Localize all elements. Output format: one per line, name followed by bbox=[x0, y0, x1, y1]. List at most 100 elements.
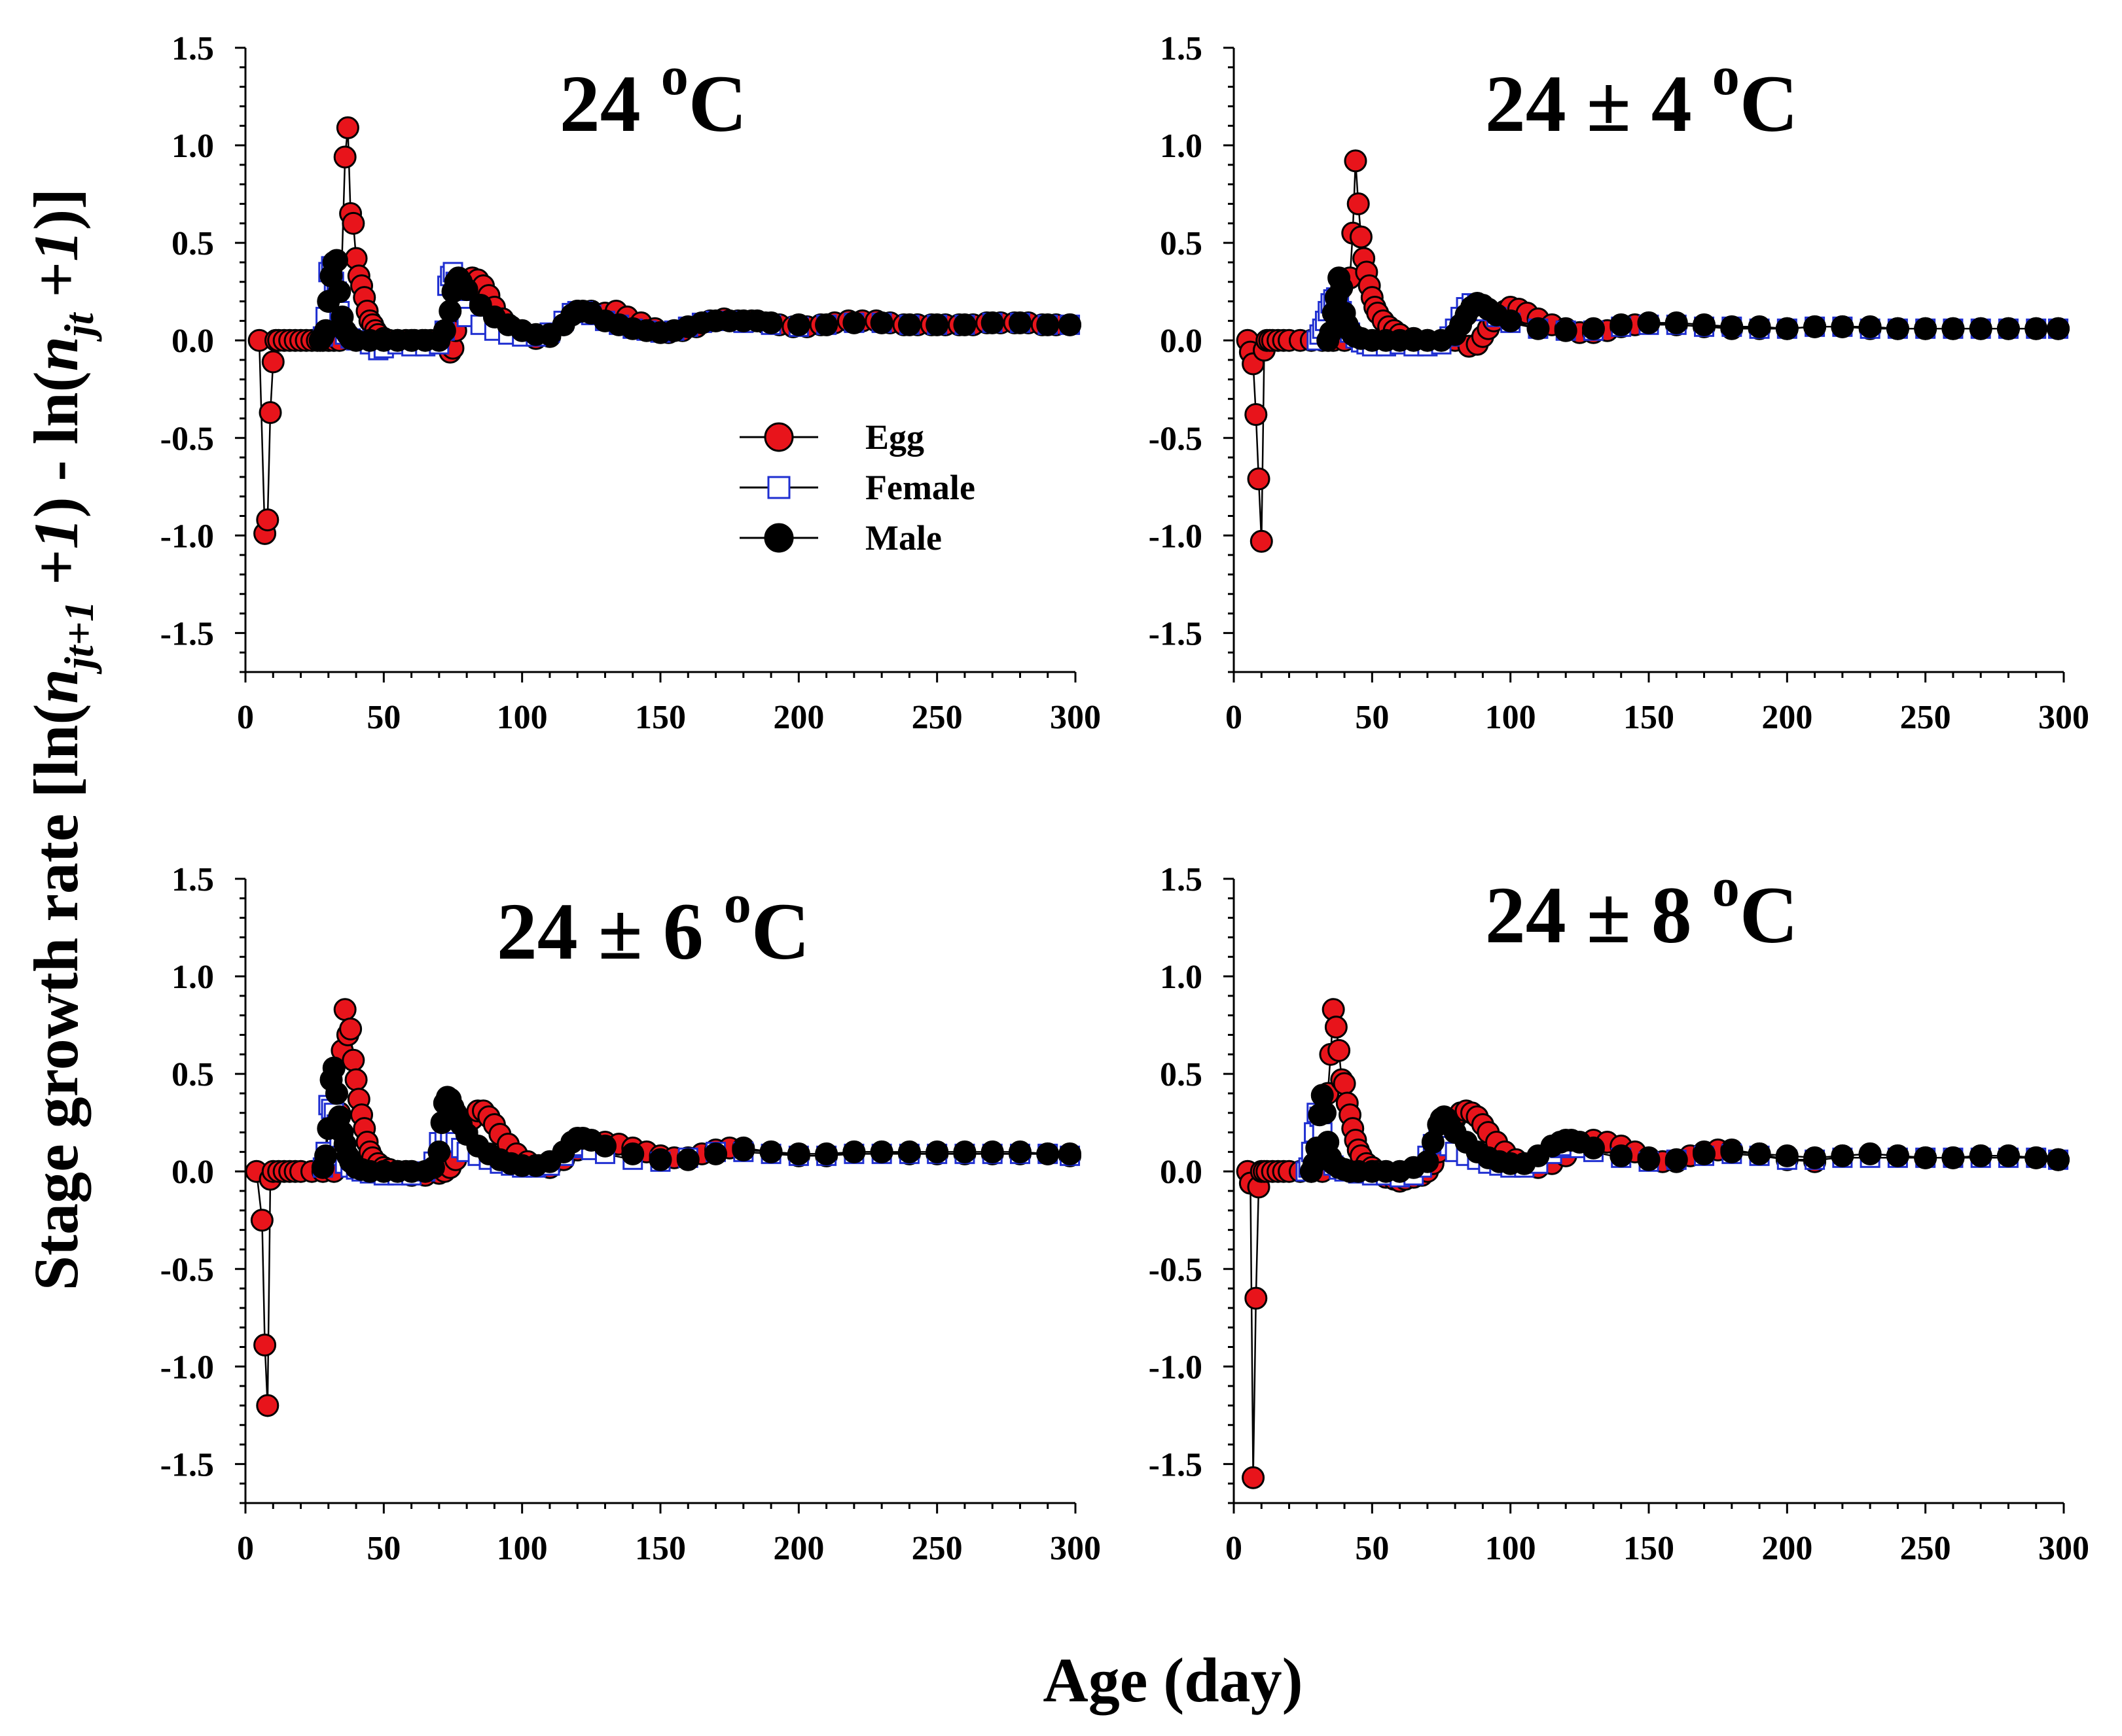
panel-title: 24 ± 6 oC bbox=[497, 874, 810, 976]
y-tick-label: 1.0 bbox=[171, 959, 214, 996]
data-point-male bbox=[328, 280, 351, 304]
data-point-egg bbox=[1250, 529, 1273, 553]
x-tick-label: 150 bbox=[1623, 699, 1674, 736]
data-point-male bbox=[1996, 317, 2020, 340]
data-point-egg bbox=[336, 116, 359, 139]
data-point-male bbox=[1775, 317, 1799, 340]
data-point-male bbox=[1664, 311, 1688, 334]
x-tick-label: 250 bbox=[1900, 699, 1951, 736]
data-point-male bbox=[1941, 317, 1965, 340]
data-point-egg bbox=[344, 1068, 368, 1091]
y-tick-label: 0.0 bbox=[171, 323, 214, 360]
data-point-male bbox=[433, 319, 456, 342]
data-point-egg bbox=[339, 1018, 363, 1041]
y-tick-label: -0.5 bbox=[160, 420, 214, 457]
x-tick-label: 200 bbox=[773, 1530, 824, 1567]
panel-24pm4C: 0 50 100 150 200 250 300 1.5 1.0 0.5 0.0 -0.5 -1.0 -1… bbox=[1149, 30, 2089, 736]
data-point-male bbox=[1748, 1142, 1771, 1165]
y-tick-label: 1.5 bbox=[1160, 861, 1202, 898]
data-point-male bbox=[1036, 313, 1060, 336]
data-point-egg bbox=[1242, 1466, 1265, 1489]
x-tick-label: 100 bbox=[1485, 1530, 1536, 1567]
data-point-male bbox=[1637, 1148, 1661, 1171]
data-point-male bbox=[649, 1148, 672, 1171]
y-tick-label: 1.0 bbox=[171, 128, 214, 165]
x-tick-label: 200 bbox=[773, 699, 824, 736]
data-point-male bbox=[1803, 1146, 1827, 1169]
x-tick-label: 100 bbox=[497, 1530, 548, 1567]
data-point-egg bbox=[1349, 225, 1373, 249]
data-point-egg bbox=[333, 998, 357, 1021]
data-point-male bbox=[1058, 1142, 1082, 1165]
data-point-male bbox=[1693, 1142, 1716, 1165]
data-point-male bbox=[1886, 317, 1909, 340]
data-point-male bbox=[1499, 309, 1522, 332]
data-point-egg bbox=[342, 1048, 365, 1072]
data-point-male bbox=[1914, 1146, 1937, 1169]
x-tick-label: 0 bbox=[237, 1530, 254, 1567]
data-point-male bbox=[1526, 317, 1550, 340]
y-tick-label: 1.0 bbox=[1160, 128, 1202, 165]
data-point-male bbox=[1008, 1140, 1032, 1163]
x-tick-label: 150 bbox=[1623, 1530, 1674, 1567]
data-point-male bbox=[1914, 317, 1937, 340]
data-point-male bbox=[1969, 1144, 1992, 1167]
data-point-male bbox=[704, 1142, 728, 1165]
data-point-male bbox=[676, 1148, 700, 1171]
y-tick-label: -1.0 bbox=[160, 518, 214, 555]
x-tick-label: 200 bbox=[1761, 1530, 1812, 1567]
data-point-male bbox=[325, 249, 348, 272]
y-tick-label: -1.5 bbox=[160, 1446, 214, 1483]
x-tick-label: 150 bbox=[635, 1530, 686, 1567]
data-point-male bbox=[815, 1142, 838, 1165]
data-point-male bbox=[1803, 315, 1827, 338]
data-point-male bbox=[1858, 1142, 1882, 1165]
data-point-egg bbox=[253, 1334, 277, 1357]
data-point-male bbox=[953, 313, 977, 336]
data-point-egg bbox=[1324, 1016, 1348, 1039]
legend-female-label: Female bbox=[865, 468, 975, 507]
data-point-egg bbox=[1247, 467, 1270, 491]
data-point-male bbox=[1664, 1148, 1688, 1171]
panel-title: 24 oC bbox=[560, 46, 747, 149]
data-point-egg bbox=[1244, 402, 1268, 426]
x-tick-label: 250 bbox=[912, 1530, 963, 1567]
data-point-male bbox=[953, 1140, 977, 1163]
data-point-egg bbox=[256, 508, 279, 531]
data-point-male bbox=[1831, 1144, 1854, 1167]
x-tick-label: 0 bbox=[1225, 699, 1242, 736]
data-point-male bbox=[787, 313, 810, 336]
y-tick-label: 0.0 bbox=[171, 1154, 214, 1191]
x-tick-label: 50 bbox=[367, 699, 401, 736]
data-point-male bbox=[1720, 315, 1744, 338]
data-point-egg bbox=[261, 350, 285, 374]
data-point-egg bbox=[342, 211, 365, 235]
panel-24pm6C: 0 50 100 150 200 250 300 1.5 1.0 0.5 0.0 -0.5 -1.0 -1… bbox=[160, 861, 1101, 1567]
y-tick-label: 0.0 bbox=[1160, 1154, 1202, 1191]
data-point-male bbox=[1330, 276, 1354, 300]
data-point-male bbox=[455, 278, 478, 302]
data-point-egg bbox=[1346, 192, 1370, 215]
y-tick-label: 0.0 bbox=[1160, 323, 1202, 360]
data-point-egg bbox=[256, 1394, 279, 1417]
y-tick-label: -1.0 bbox=[1149, 1349, 1202, 1386]
data-point-male bbox=[1831, 315, 1854, 338]
series-line-egg bbox=[255, 1009, 1070, 1406]
y-tick-label: 0.5 bbox=[171, 1056, 214, 1093]
data-point-male bbox=[1313, 1101, 1337, 1125]
series-line-egg bbox=[1246, 1009, 2059, 1478]
data-point-male bbox=[1581, 317, 1605, 340]
x-tick-label: 150 bbox=[635, 699, 686, 736]
y-tick-label: 1.5 bbox=[171, 30, 214, 67]
legend: Egg Female Male bbox=[740, 417, 975, 558]
x-tick-label: 300 bbox=[2038, 699, 2089, 736]
data-point-male bbox=[1858, 315, 1882, 338]
data-point-egg bbox=[1327, 1038, 1351, 1062]
data-point-male bbox=[980, 311, 1004, 334]
data-point-male bbox=[759, 311, 783, 334]
data-point-male bbox=[439, 299, 462, 323]
panel-title: 24 ± 8 oC bbox=[1485, 857, 1799, 960]
y-tick-label: 1.5 bbox=[171, 861, 214, 898]
data-point-egg bbox=[1244, 1286, 1268, 1310]
legend-egg-label: Egg bbox=[865, 417, 924, 457]
